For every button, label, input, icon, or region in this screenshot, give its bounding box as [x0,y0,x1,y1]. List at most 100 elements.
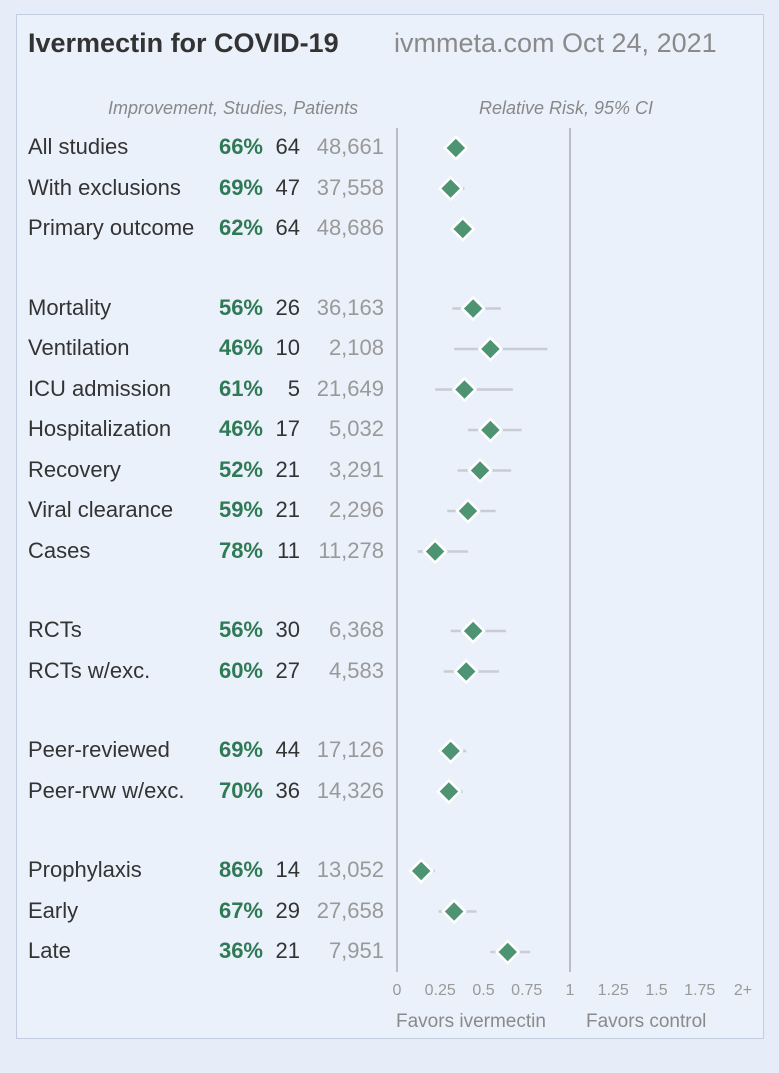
row-improvement: 70% [218,777,263,803]
row-patients: 14,326 [316,777,384,803]
x-tick-label: 0.25 [424,982,456,999]
rr-marker [443,135,469,161]
row-studies: 30 [275,617,300,642]
row-improvement: 46% [218,416,263,441]
row-label: RCTs [28,617,82,642]
row-patients: 21,649 [316,375,384,401]
row-studies: 44 [275,737,300,762]
row-studies: 29 [275,897,300,923]
row-improvement: 69% [218,737,263,762]
row-studies: 10 [275,335,300,360]
x-tick-label: 1 [565,982,575,999]
row-studies: 5 [287,375,300,401]
rr-marker [467,457,493,484]
rr-marker [422,538,448,565]
x-tick-label: 1.75 [684,982,716,999]
rr-marker [436,778,462,805]
rr-marker [460,618,486,644]
row-improvement: 56% [218,294,263,320]
row-label: Peer-reviewed [28,737,170,762]
row-improvement: 59% [218,497,263,522]
rr-marker [408,858,434,884]
row-label: Peer-rvw w/exc. [28,777,185,803]
row-studies: 14 [275,857,300,882]
row-label: Viral clearance [28,497,174,522]
row-patients: 11,278 [318,537,384,563]
row-improvement: 86% [218,857,263,882]
row-studies: 21 [275,938,300,963]
rr-marker [437,738,464,764]
row-studies: 64 [275,134,300,159]
row-improvement: 67% [218,897,263,923]
rr-marker [455,498,481,524]
row-patients: 6,368 [328,617,384,642]
row-improvement: 56% [218,617,263,642]
row-improvement: 62% [218,215,263,240]
row-label: Ventilation [28,335,130,360]
row-studies: 36 [275,777,300,803]
row-patients: 36,163 [316,294,384,320]
row-patients: 13,052 [316,857,384,882]
left-column-header: Improvement, Studies, Patients [108,98,359,118]
row-improvement: 61% [218,375,263,401]
row-improvement: 60% [218,657,263,683]
rr-marker [449,216,476,242]
chart-frame [16,14,764,1039]
rr-marker [437,175,464,202]
row-label: Late [28,938,71,963]
x-tick-label: 1.25 [597,982,629,999]
favors-control-label: Favors control [586,1011,707,1032]
chart-title: Ivermectin for COVID-19 [28,28,339,58]
row-studies: 27 [275,657,300,683]
x-tick-label: 0 [392,982,402,999]
row-improvement: 46% [218,335,263,360]
row-patients: 7,951 [328,938,384,963]
row-improvement: 36% [218,938,263,963]
x-tick-label: 0.75 [511,982,543,999]
row-label: RCTs w/exc. [28,657,151,683]
row-label: All studies [28,134,129,159]
row-studies: 26 [275,294,300,320]
row-patients: 2,296 [328,497,384,522]
row-label: Cases [28,537,91,563]
right-column-header: Relative Risk, 95% CI [479,98,654,118]
row-studies: 21 [275,456,300,482]
row-studies: 11 [277,537,300,563]
row-improvement: 78% [218,537,263,563]
row-patients: 48,686 [316,215,384,240]
rr-marker [477,336,504,362]
row-studies: 64 [275,215,300,240]
row-label: Prophylaxis [28,857,142,882]
row-label: ICU admission [28,375,172,401]
site-date: ivmmeta.com Oct 24, 2021 [394,28,717,58]
row-label: Hospitalization [28,416,172,441]
row-label: Primary outcome [28,215,195,240]
row-patients: 37,558 [316,174,384,200]
favors-ivermectin-label: Favors ivermectin [396,1011,546,1032]
rr-marker [453,658,479,685]
rr-marker [451,376,478,403]
row-patients: 2,108 [328,335,384,360]
x-tick-label: 2+ [733,982,753,999]
row-label: Early [28,897,79,923]
x-tick-label: 1.5 [645,982,668,999]
row-studies: 47 [275,174,300,200]
row-patients: 3,291 [328,456,384,482]
row-improvement: 52% [218,456,263,482]
row-studies: 17 [275,416,300,441]
row-patients: 4,583 [328,657,384,683]
row-patients: 48,661 [316,134,384,159]
row-label: Mortality [28,294,112,320]
row-improvement: 66% [218,134,263,159]
rr-marker [477,417,504,443]
row-patients: 17,126 [316,737,384,762]
rr-marker [494,939,521,965]
x-tick-label: 0.5 [472,982,495,999]
row-label: With exclusions [28,174,181,200]
rr-marker [441,898,467,925]
row-improvement: 69% [218,174,263,200]
row-label: Recovery [28,456,121,482]
row-studies: 21 [275,497,300,522]
rr-marker [460,295,486,322]
